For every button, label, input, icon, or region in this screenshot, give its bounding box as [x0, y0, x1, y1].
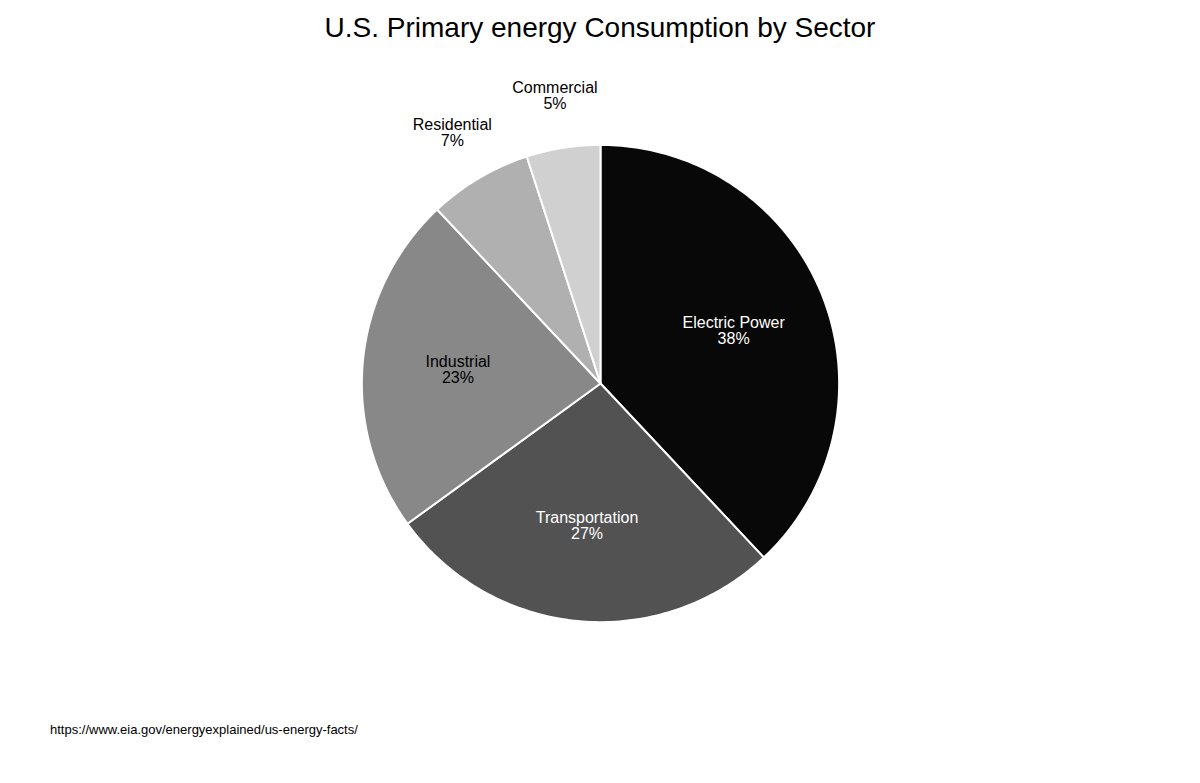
- html-text:U.S. Primary energy Consumptio: U.S. Primary energy Consumption by Secto…: [324, 12, 876, 43]
- svg-text:Residential7%: Residential7%: [413, 116, 492, 149]
- svg-text:Transportation27%: Transportation27%: [536, 509, 639, 542]
- svg-text:Commercial5%: Commercial5%: [512, 79, 597, 112]
- svg-text:Industrial23%: Industrial23%: [425, 353, 490, 386]
- svg-text:Electric Power38%: Electric Power38%: [683, 314, 786, 347]
- html-text:https://www.eia.gov/energyexpl: https://www.eia.gov/energyexplained/us-e…: [50, 722, 358, 737]
